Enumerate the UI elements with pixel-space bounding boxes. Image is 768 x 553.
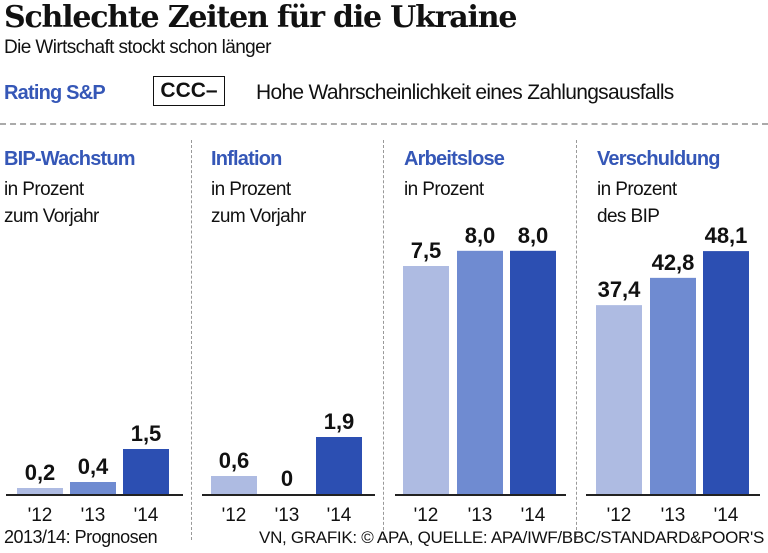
rating-value: CCC– xyxy=(153,76,225,106)
rating-description: Hohe Wahrscheinlichkeit eines Zahlungsau… xyxy=(256,81,674,104)
panel-divider xyxy=(191,140,192,540)
panel-subtitle-verschuldung: in Prozent des BIP xyxy=(597,179,677,227)
bar xyxy=(123,449,169,494)
bar xyxy=(17,488,63,494)
panel-title-verschuldung: Verschuldung xyxy=(597,148,720,170)
data-label: 8,0 xyxy=(518,223,549,248)
credit: VN, GRAFIK: © APA, QUELLE: APA/IWF/BBC/S… xyxy=(259,528,764,547)
x-tick-label: '13 xyxy=(468,505,493,526)
x-tick-label: '13 xyxy=(275,505,300,526)
x-tick-label: '14 xyxy=(134,505,159,526)
bar xyxy=(650,277,696,494)
x-tick-label: '12 xyxy=(28,505,53,526)
bar xyxy=(70,482,116,494)
panel-divider xyxy=(576,140,577,540)
x-tick-label: '13 xyxy=(661,505,686,526)
data-label: 48,1 xyxy=(705,223,748,248)
data-label: 1,5 xyxy=(131,421,162,446)
x-tick-label: '13 xyxy=(81,505,106,526)
rating-label: Rating S&P xyxy=(4,82,106,104)
footnote: 2013/14: Prognosen xyxy=(4,527,158,547)
x-tick-label: '12 xyxy=(414,505,439,526)
subtitle: Die Wirtschaft stockt schon länger xyxy=(4,37,271,58)
data-label: 37,4 xyxy=(598,277,642,302)
bar xyxy=(596,305,642,494)
x-tick-label: '12 xyxy=(607,505,632,526)
bar xyxy=(510,250,556,494)
panel-title-bip: BIP-Wachstum xyxy=(4,148,136,170)
bar xyxy=(457,250,503,494)
bar xyxy=(316,437,362,494)
bar xyxy=(403,266,449,494)
data-label: 0,6 xyxy=(219,448,250,473)
data-label: 0 xyxy=(281,466,293,491)
panel-subtitle-arbeitslose: in Prozent xyxy=(404,179,484,200)
panel-subtitle-inflation: in Prozent zum Vorjahr xyxy=(211,179,306,227)
data-label: 0,4 xyxy=(78,454,109,479)
title: Schlechte Zeiten für die Ukraine xyxy=(4,0,517,35)
divider xyxy=(0,123,768,125)
x-tick-label: '14 xyxy=(327,505,352,526)
data-label: 0,2 xyxy=(25,460,56,485)
x-tick-label: '14 xyxy=(521,505,546,526)
panel-title-inflation: Inflation xyxy=(211,148,282,170)
bar xyxy=(211,476,257,494)
data-label: 42,8 xyxy=(652,250,695,275)
data-label: 8,0 xyxy=(465,223,496,248)
data-label: 1,9 xyxy=(324,409,355,434)
panel-divider xyxy=(383,140,384,540)
panel-subtitle-bip: in Prozent zum Vorjahr xyxy=(4,179,99,227)
data-label: 7,5 xyxy=(411,238,442,263)
x-tick-label: '12 xyxy=(222,505,247,526)
panel-title-arbeitslose: Arbeitslose xyxy=(404,148,505,170)
bar xyxy=(703,251,749,494)
x-tick-label: '14 xyxy=(714,505,739,526)
